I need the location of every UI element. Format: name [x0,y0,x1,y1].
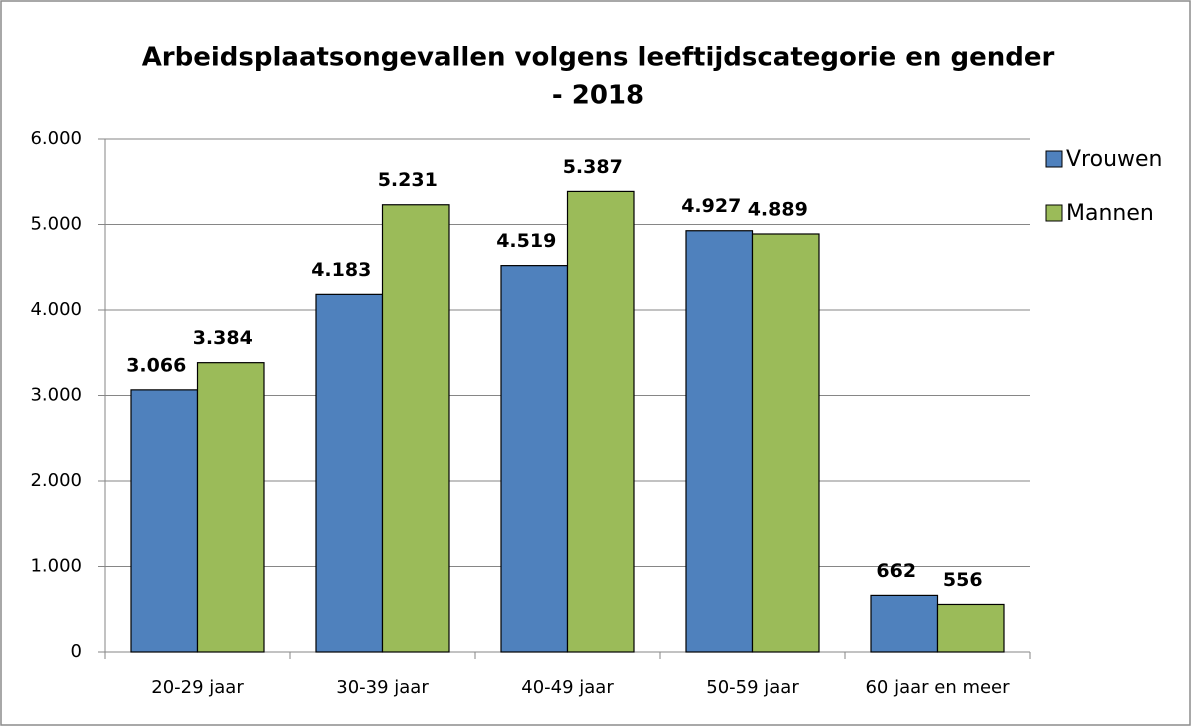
chart-title: - 2018 [552,81,644,111]
legend-label: Mannen [1066,201,1154,226]
x-tick-label: 50-59 jaar [706,677,799,698]
data-label: 4.183 [311,259,371,281]
legend-swatch [1045,150,1063,168]
data-label: 556 [943,569,983,591]
bar [566,190,635,653]
data-label: 3.384 [193,327,253,349]
legend-swatch [1045,204,1063,222]
y-tick-label: 1.000 [30,556,82,577]
data-label: 4.519 [496,230,556,252]
data-label: 5.387 [563,156,623,178]
y-tick-label: 3.000 [30,385,82,406]
y-tick-label: 0 [71,641,82,662]
x-tick-label: 40-49 jaar [521,677,614,698]
y-tick-label: 5.000 [30,214,82,235]
bar [751,233,820,653]
chart-title: Arbeidsplaatsongevallen volgens leeftijd… [142,43,1055,73]
data-label: 3.066 [126,354,186,376]
bar [500,265,569,653]
x-tick-label: 60 jaar en meer [865,677,1010,698]
bar [315,293,384,653]
data-label: 4.927 [681,195,741,217]
legend-label: Vrouwen [1066,147,1163,172]
bar [381,204,450,653]
bar [130,389,199,653]
y-tick-label: 2.000 [30,470,82,491]
data-label: 4.889 [748,198,808,220]
x-tick-label: 30-39 jaar [336,677,429,698]
bar [196,362,265,653]
data-label: 5.231 [378,169,438,191]
bar [870,594,939,653]
y-tick-label: 4.000 [30,299,82,320]
bar [685,230,754,653]
y-tick-label: 6.000 [30,128,82,149]
data-label: 662 [876,560,916,582]
x-tick-label: 20-29 jaar [151,677,244,698]
bar [936,603,1005,653]
